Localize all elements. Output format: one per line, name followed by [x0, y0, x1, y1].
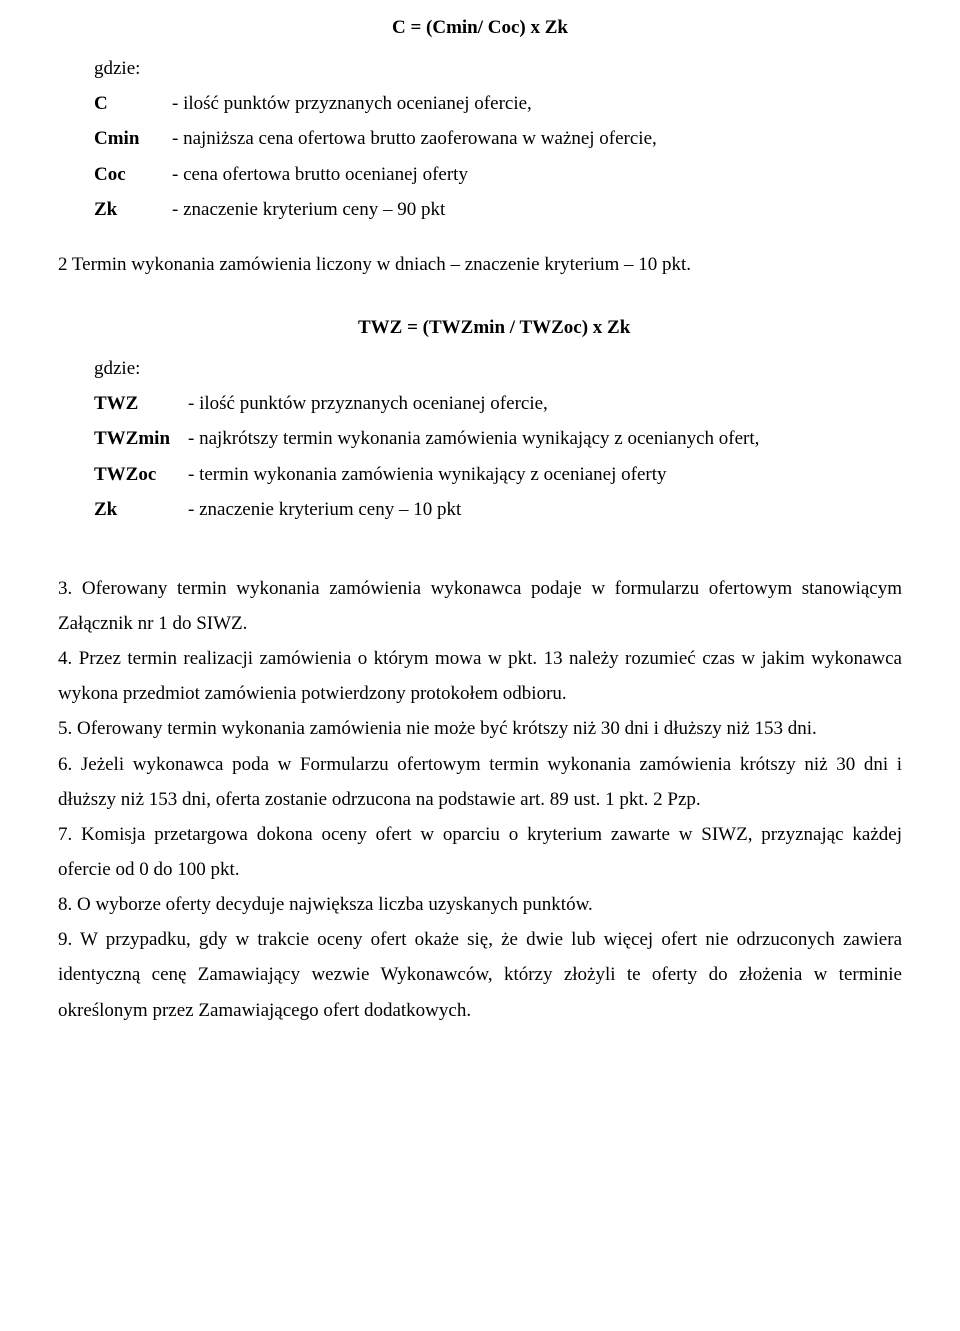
paragraph-3: 3. Oferowany termin wykonania zamówienia…	[58, 571, 902, 641]
def-desc: - cena ofertowa brutto ocenianej oferty	[172, 157, 902, 192]
def-desc: - znaczenie kryterium ceny – 90 pkt	[172, 192, 902, 227]
definitions-block-1: C - ilość punktów przyznanych ocenianej …	[94, 86, 902, 227]
formula-c: C = (Cmin/ Coc) x Zk	[58, 10, 902, 45]
criterion-2-line: 2 Termin wykonania zamówienia liczony w …	[58, 247, 902, 282]
formula-twz: TWZ = (TWZmin / TWZoc) x Zk	[358, 310, 902, 345]
paragraph-8: 8. O wyborze oferty decyduje największa …	[58, 887, 902, 922]
def-row-twz: TWZ - ilość punktów przyznanych oceniane…	[94, 386, 902, 421]
where-label-2: gdzie:	[94, 351, 902, 386]
def-desc: - ilość punktów przyznanych ocenianej of…	[188, 386, 902, 421]
def-term: Cmin	[94, 121, 172, 156]
def-desc: - ilość punktów przyznanych ocenianej of…	[172, 86, 902, 121]
def-desc: - znaczenie kryterium ceny – 10 pkt	[188, 492, 902, 527]
def-term: TWZ	[94, 386, 188, 421]
def-term: Zk	[94, 492, 188, 527]
def-desc: - termin wykonania zamówienia wynikający…	[188, 457, 902, 492]
def-row-zk: Zk - znaczenie kryterium ceny – 90 pkt	[94, 192, 902, 227]
def-row-coc: Coc - cena ofertowa brutto ocenianej ofe…	[94, 157, 902, 192]
where-label-1: gdzie:	[94, 51, 902, 86]
def-row-twzoc: TWZoc - termin wykonania zamówienia wyni…	[94, 457, 902, 492]
paragraph-7: 7. Komisja przetargowa dokona oceny ofer…	[58, 817, 902, 887]
paragraph-6: 6. Jeżeli wykonawca poda w Formularzu of…	[58, 747, 902, 817]
def-term: C	[94, 86, 172, 121]
def-desc: - najkrótszy termin wykonania zamówienia…	[188, 421, 902, 456]
definitions-block-2: TWZ - ilość punktów przyznanych oceniane…	[94, 386, 902, 527]
paragraph-9: 9. W przypadku, gdy w trakcie oceny ofer…	[58, 922, 902, 1027]
def-term: Coc	[94, 157, 172, 192]
def-term: TWZoc	[94, 457, 188, 492]
def-desc: - najniższa cena ofertowa brutto zaofero…	[172, 121, 902, 156]
def-row-twzmin: TWZmin - najkrótszy termin wykonania zam…	[94, 421, 902, 456]
def-term: Zk	[94, 192, 172, 227]
def-row-zk2: Zk - znaczenie kryterium ceny – 10 pkt	[94, 492, 902, 527]
def-row-c: C - ilość punktów przyznanych ocenianej …	[94, 86, 902, 121]
def-row-cmin: Cmin - najniższa cena ofertowa brutto za…	[94, 121, 902, 156]
paragraph-5: 5. Oferowany termin wykonania zamówienia…	[58, 711, 902, 746]
def-term: TWZmin	[94, 421, 188, 456]
paragraph-4: 4. Przez termin realizacji zamówienia o …	[58, 641, 902, 711]
